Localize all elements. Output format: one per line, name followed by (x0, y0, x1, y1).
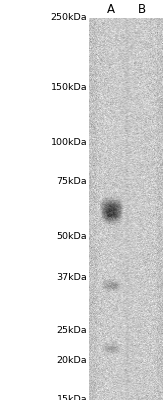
Text: 37kDa: 37kDa (56, 273, 87, 282)
Text: 100kDa: 100kDa (51, 138, 87, 147)
Text: 50kDa: 50kDa (57, 232, 87, 241)
Text: 25kDa: 25kDa (57, 326, 87, 335)
Text: 150kDa: 150kDa (51, 83, 87, 92)
Bar (0, 0, 89, 400)
Text: 250kDa: 250kDa (51, 14, 87, 22)
Text: 15kDa: 15kDa (57, 396, 87, 400)
Text: 20kDa: 20kDa (57, 356, 87, 366)
Text: 75kDa: 75kDa (57, 177, 87, 186)
Text: B: B (138, 3, 146, 16)
Text: A: A (107, 3, 115, 16)
